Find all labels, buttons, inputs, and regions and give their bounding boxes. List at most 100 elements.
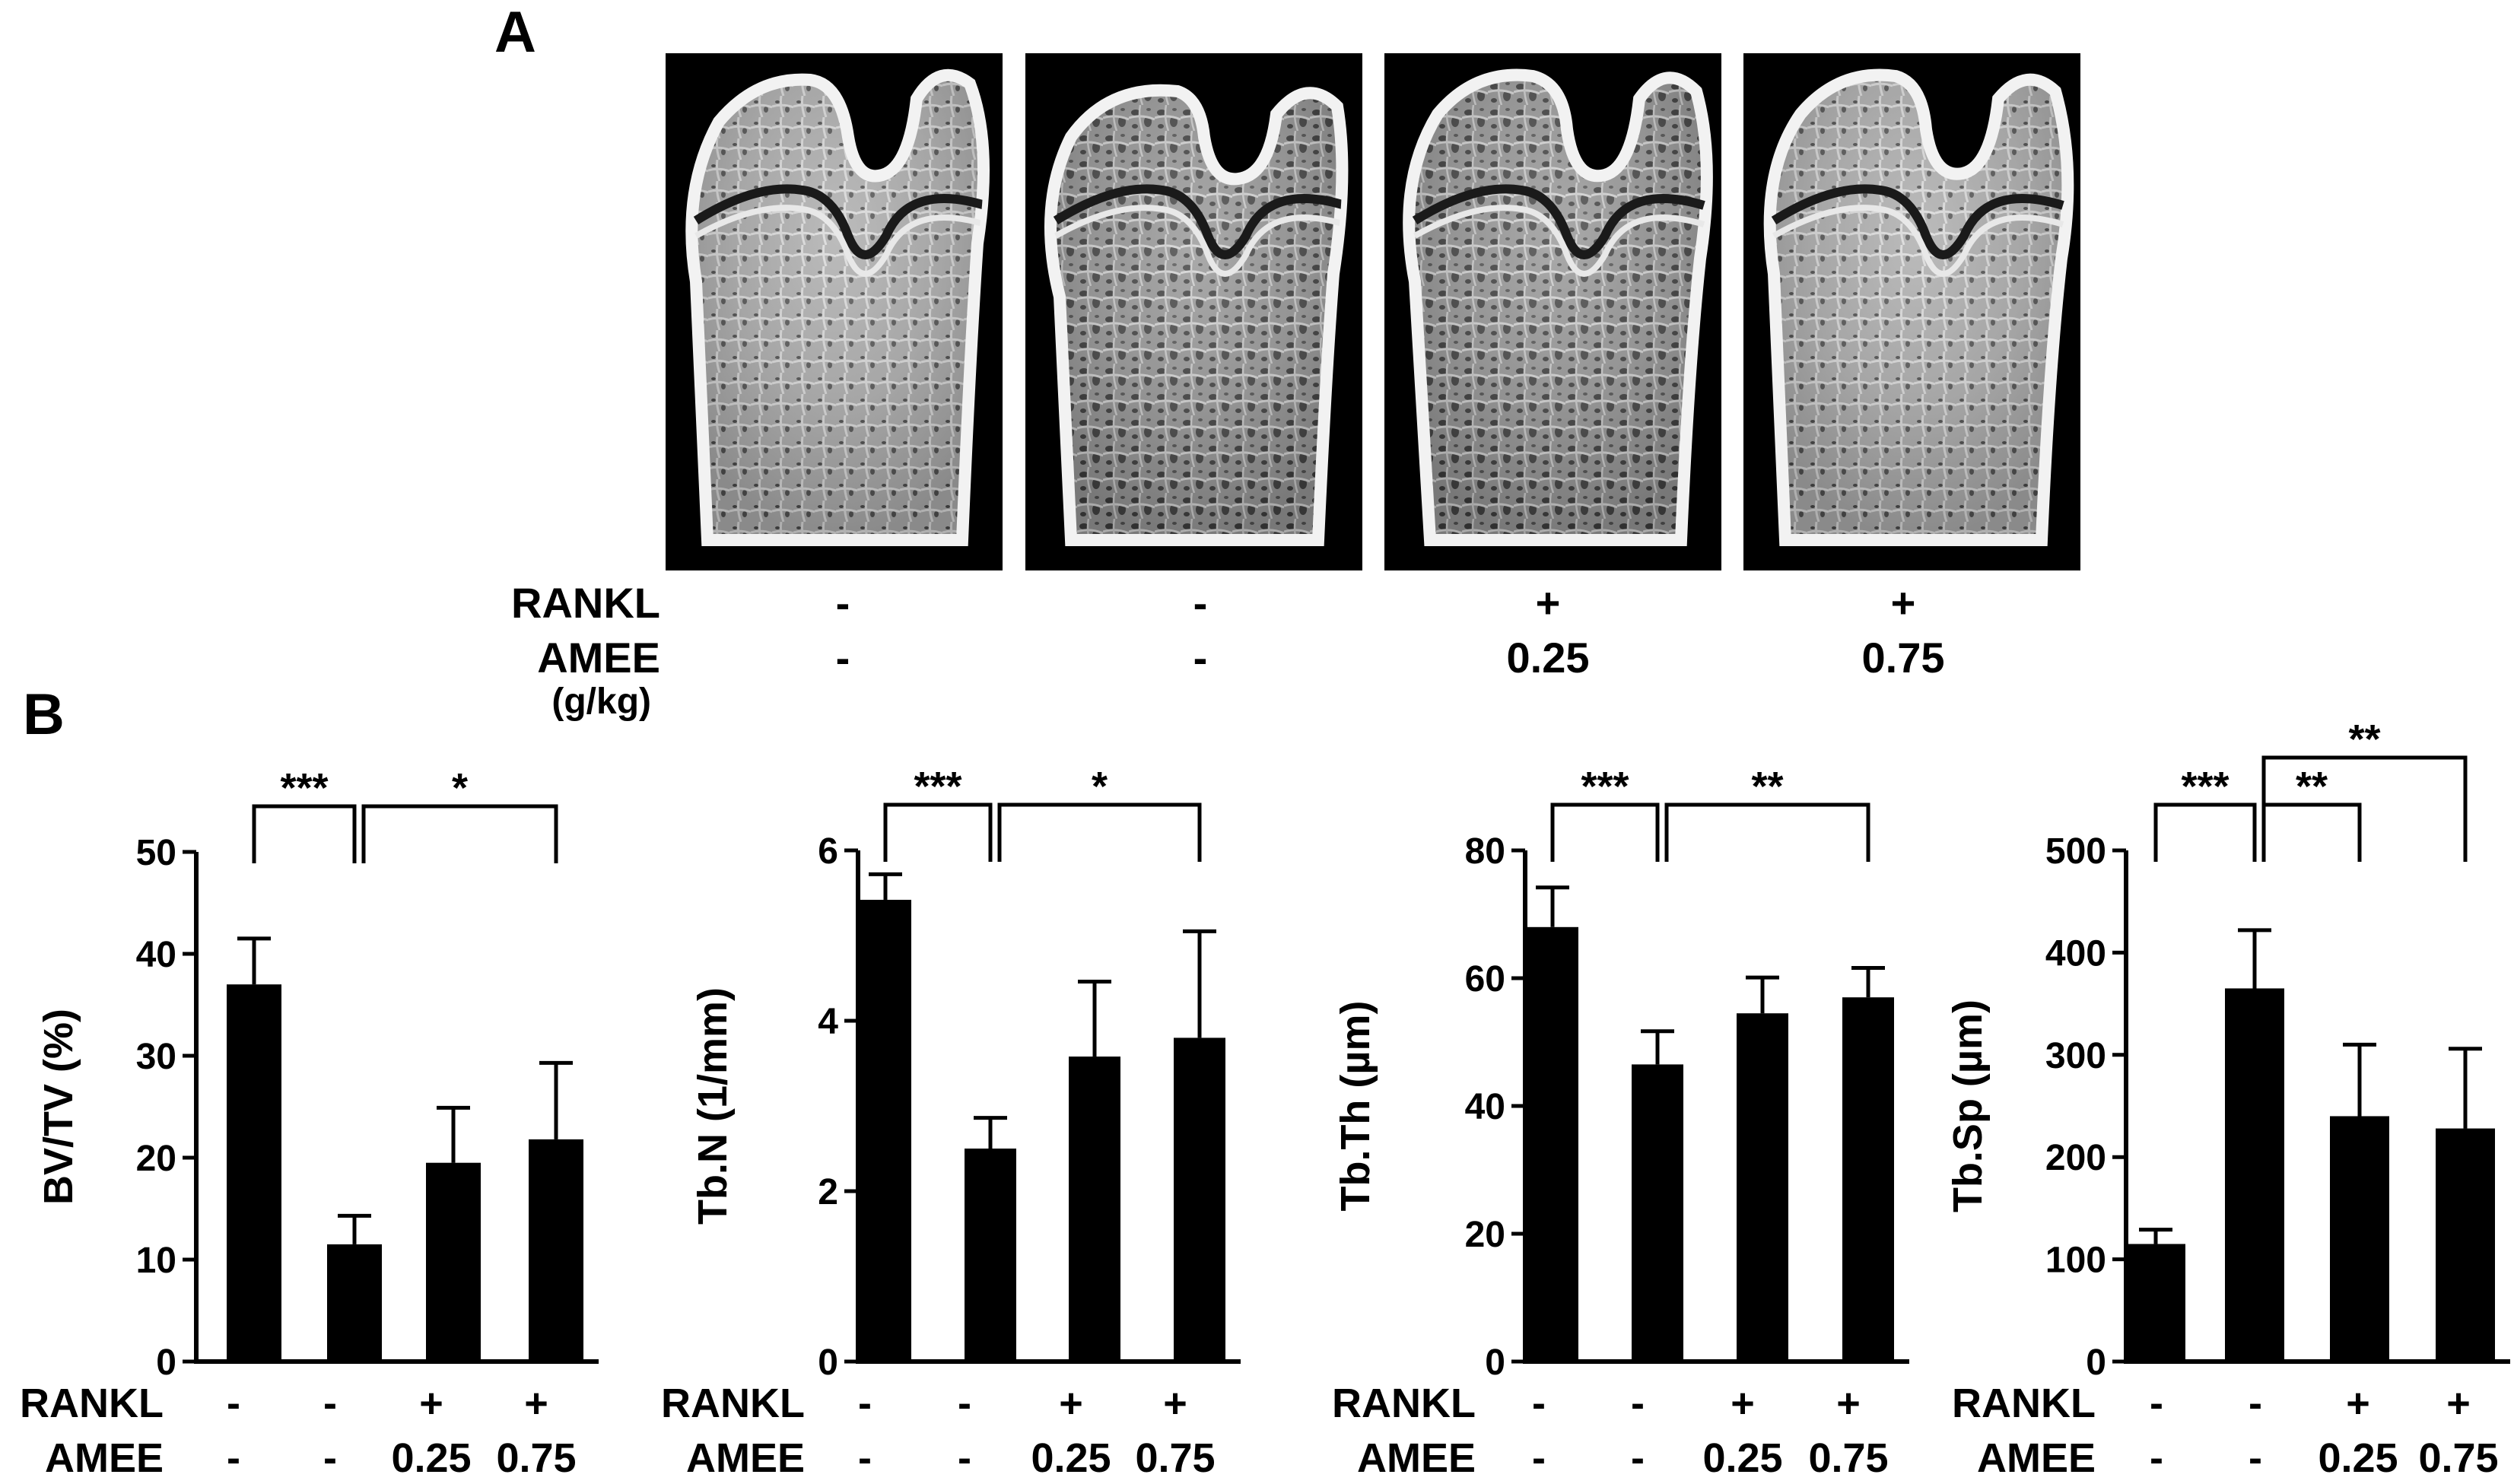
bar xyxy=(1842,997,1894,1362)
significance-bracket xyxy=(361,804,558,863)
significance-label: ** xyxy=(2296,764,2328,809)
panel-a-unit-label: (g/kg) xyxy=(551,682,651,722)
condition-row-label: AMEE xyxy=(45,1435,164,1481)
panel-a-condition-value: - xyxy=(1193,634,1208,682)
y-tick-label: 4 xyxy=(818,1002,838,1042)
condition-value: - xyxy=(1631,1435,1645,1481)
significance-label: *** xyxy=(914,764,961,809)
bar xyxy=(860,899,911,1362)
condition-value: 0.75 xyxy=(1808,1435,1888,1481)
y-tick-label: 20 xyxy=(136,1139,176,1179)
significance-label: *** xyxy=(280,765,328,811)
y-axis-title: Tb.Sp (µm) xyxy=(1945,999,1991,1212)
significance-label: * xyxy=(1092,764,1108,809)
panel-a-condition-values: - - + + - - 0.25 0.75 xyxy=(836,579,1945,682)
y-tick-label: 30 xyxy=(136,1037,176,1077)
panel-a-condition-value: + xyxy=(1536,579,1561,627)
condition-value: + xyxy=(1731,1381,1755,1426)
condition-value: - xyxy=(323,1381,337,1426)
condition-value: + xyxy=(1836,1381,1861,1426)
y-axis-title: Tb.Th (µm) xyxy=(1333,1000,1378,1211)
bar xyxy=(529,1139,583,1362)
significance-bracket xyxy=(883,802,993,862)
significance-label: ** xyxy=(1751,764,1783,809)
y-tick-label: 60 xyxy=(1465,959,1505,999)
rankl-amee-075-image xyxy=(1743,53,2080,570)
bar xyxy=(327,1244,382,1362)
bar xyxy=(965,1149,1016,1362)
condition-value: - xyxy=(958,1435,971,1481)
panel-a-images xyxy=(666,53,2080,570)
condition-value: - xyxy=(1631,1381,1645,1426)
condition-row-label: RANKL xyxy=(20,1381,164,1426)
panel-b-label: B xyxy=(23,682,65,747)
condition-value: + xyxy=(1163,1381,1187,1426)
y-tick-label: 100 xyxy=(2045,1241,2106,1281)
y-tick-label: 500 xyxy=(2045,831,2106,872)
y-tick-label: 400 xyxy=(2045,933,2106,974)
bar xyxy=(1174,1038,1225,1362)
significance-label: * xyxy=(452,765,468,811)
significance-label: *** xyxy=(1581,764,1629,809)
condition-value: 0.25 xyxy=(1702,1435,1782,1481)
panel-a-condition-value: 0.25 xyxy=(1507,634,1590,682)
panel-a-condition-value: - xyxy=(836,579,850,627)
condition-value: 0.25 xyxy=(2318,1435,2398,1481)
panel-a-condition-value: 0.75 xyxy=(1862,634,1945,682)
condition-value: - xyxy=(858,1381,872,1426)
rankl-only-image xyxy=(1025,53,1362,570)
condition-row-label: RANKL xyxy=(1332,1381,1476,1426)
bar xyxy=(2436,1128,2495,1362)
condition-row-label: RANKL xyxy=(661,1381,805,1426)
y-tick-label: 200 xyxy=(2045,1138,2106,1178)
significance-bracket xyxy=(1550,802,1660,862)
bar xyxy=(1632,1064,1683,1362)
panel-a-label: A xyxy=(494,0,536,65)
condition-value: 0.75 xyxy=(1135,1435,1215,1481)
bar xyxy=(1527,926,1578,1362)
condition-row-label: AMEE xyxy=(1977,1435,2096,1481)
condition-value: - xyxy=(227,1435,240,1481)
condition-value: + xyxy=(524,1381,548,1426)
y-tick-label: 50 xyxy=(136,833,176,873)
significance-label: *** xyxy=(2181,764,2229,809)
condition-value: 0.25 xyxy=(1031,1435,1111,1481)
condition-row-label: AMEE xyxy=(686,1435,805,1481)
condition-value: 0.75 xyxy=(496,1435,576,1481)
y-tick-label: 0 xyxy=(1485,1343,1505,1383)
y-tick-label: 300 xyxy=(2045,1036,2106,1076)
panel-a-condition-value: - xyxy=(836,634,850,682)
bar xyxy=(2126,1244,2185,1362)
panel-a-condition-value: - xyxy=(1193,579,1208,627)
y-axis-title: Tb.N (1/mm) xyxy=(690,987,736,1225)
significance-bracket xyxy=(2153,802,2257,862)
y-tick-label: 40 xyxy=(136,935,176,975)
condition-value: + xyxy=(2346,1381,2370,1426)
significance-bracket xyxy=(1664,802,1870,862)
bar xyxy=(2330,1116,2389,1362)
condition-value: 0.25 xyxy=(391,1435,471,1481)
condition-value: 0.75 xyxy=(2418,1435,2498,1481)
y-axis-title: BV/TV (%) xyxy=(36,1009,81,1205)
condition-value: + xyxy=(1059,1381,1083,1426)
bar xyxy=(1737,1013,1788,1362)
panel-a-amee-label: AMEE xyxy=(537,634,660,682)
bar xyxy=(426,1162,481,1362)
significance-label: ** xyxy=(2348,717,2380,762)
condition-row-label: RANKL xyxy=(1952,1381,2096,1426)
control-image xyxy=(666,53,1003,570)
significance-bracket xyxy=(2261,755,2468,862)
significance-bracket xyxy=(252,804,357,863)
condition-value: - xyxy=(858,1435,872,1481)
condition-value: - xyxy=(1532,1435,1546,1481)
condition-value: + xyxy=(2446,1381,2471,1426)
condition-value: + xyxy=(419,1381,443,1426)
condition-value: - xyxy=(2249,1435,2262,1481)
condition-value: - xyxy=(2150,1381,2163,1426)
condition-value: - xyxy=(1532,1381,1546,1426)
significance-bracket xyxy=(997,802,1202,862)
